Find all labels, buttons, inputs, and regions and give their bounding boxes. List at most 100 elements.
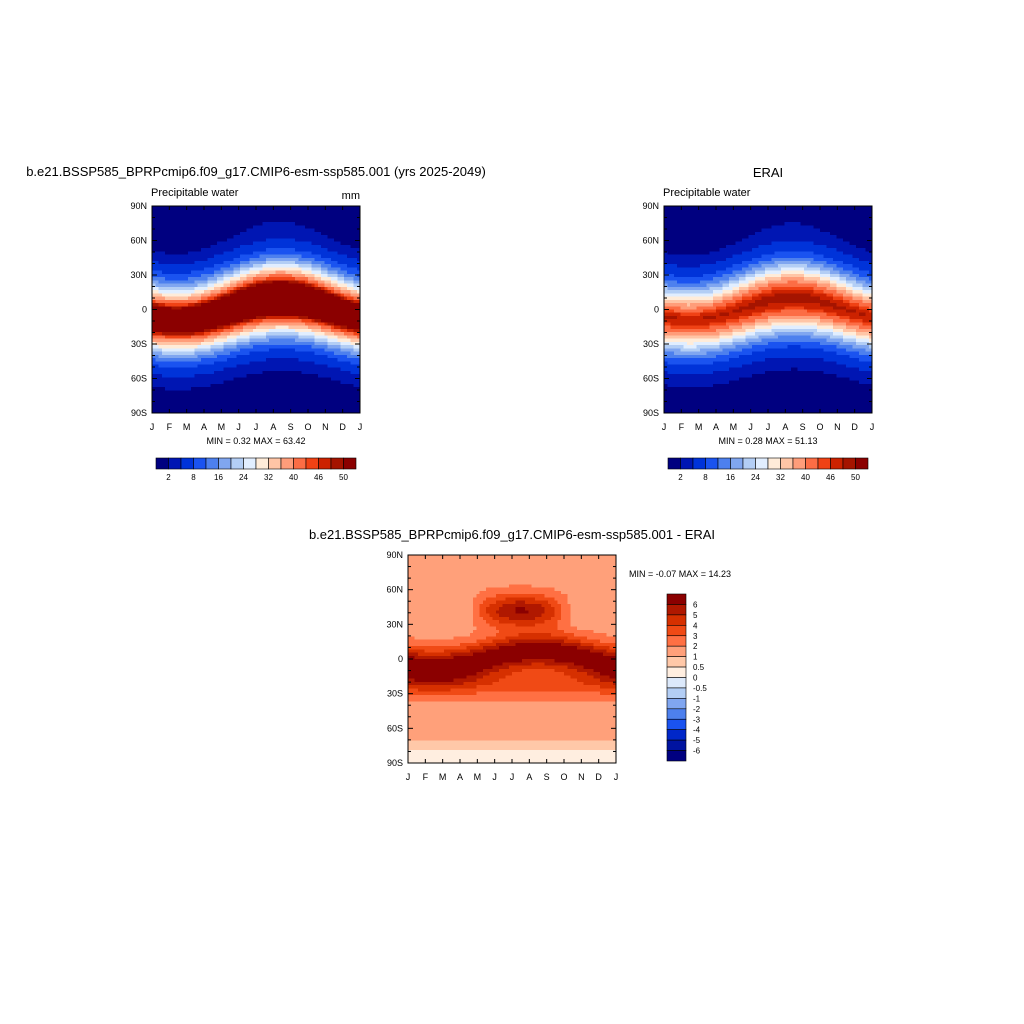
contour-cell bbox=[862, 215, 866, 220]
contour-cell bbox=[187, 264, 192, 268]
contour-cell bbox=[252, 209, 257, 213]
contour-cell bbox=[233, 322, 237, 327]
contour-cell bbox=[165, 377, 169, 382]
contour-cell bbox=[220, 374, 224, 378]
contour-cell bbox=[298, 364, 302, 369]
contour-cell bbox=[230, 328, 234, 333]
contour-cell bbox=[308, 319, 312, 323]
contour-cell bbox=[249, 383, 254, 388]
contour-cell bbox=[217, 319, 221, 323]
contour-cell bbox=[350, 354, 354, 359]
contour-cell bbox=[171, 251, 176, 255]
contour-cell bbox=[194, 218, 198, 223]
contour-fill bbox=[152, 206, 361, 414]
contour-cell bbox=[226, 319, 231, 323]
contour-cell bbox=[745, 209, 749, 213]
contour-cell bbox=[800, 212, 805, 217]
contour-cell bbox=[194, 338, 198, 343]
contour-cell bbox=[262, 406, 267, 411]
contour-cell bbox=[719, 209, 723, 213]
contour-cell bbox=[308, 380, 312, 385]
contour-cell bbox=[223, 367, 228, 372]
contour-cell bbox=[207, 393, 211, 398]
contour-cell bbox=[265, 390, 270, 394]
contour-cell bbox=[321, 299, 325, 304]
contour-cell bbox=[343, 218, 348, 223]
contour-cell bbox=[781, 238, 785, 242]
contour-cell bbox=[220, 273, 224, 278]
contour-cell bbox=[230, 260, 234, 265]
contour-cell bbox=[226, 351, 231, 356]
contour-cell bbox=[855, 228, 860, 233]
contour-cell bbox=[350, 396, 354, 401]
contour-cell bbox=[178, 406, 182, 411]
contour-cell bbox=[217, 409, 221, 414]
contour-cell bbox=[745, 215, 749, 220]
contour-cell bbox=[839, 222, 844, 226]
contour-cell bbox=[171, 299, 176, 304]
contour-cell bbox=[236, 299, 241, 304]
contour-cell bbox=[340, 303, 345, 307]
contour-cell bbox=[168, 345, 172, 349]
contour-cell bbox=[168, 377, 172, 382]
contour-cell bbox=[709, 238, 714, 242]
contour-cell bbox=[356, 358, 361, 362]
contour-cell bbox=[217, 296, 221, 301]
contour-cell bbox=[200, 290, 205, 294]
contour-cell bbox=[285, 390, 289, 394]
contour-cell bbox=[353, 267, 358, 272]
contour-cell bbox=[337, 241, 341, 246]
contour-cell bbox=[233, 312, 237, 317]
contour-cell bbox=[252, 409, 257, 414]
contour-cell bbox=[337, 335, 341, 340]
contour-cell bbox=[220, 251, 224, 255]
contour-cell bbox=[846, 215, 850, 220]
contour-cell bbox=[699, 235, 704, 239]
contour-cell bbox=[304, 380, 309, 385]
contour-cell bbox=[321, 254, 325, 259]
contour-cell bbox=[207, 286, 211, 291]
contour-cell bbox=[165, 290, 169, 294]
contour-cell bbox=[191, 335, 195, 340]
contour-cell bbox=[152, 286, 156, 291]
contour-cell bbox=[252, 354, 257, 359]
contour-cell bbox=[269, 348, 273, 352]
contour-cell bbox=[794, 241, 798, 246]
contour-cell bbox=[236, 241, 241, 246]
contour-cell bbox=[758, 231, 762, 236]
contour-cell bbox=[265, 286, 270, 291]
contour-cell bbox=[236, 296, 241, 301]
contour-cell bbox=[282, 248, 286, 252]
contour-cell bbox=[301, 374, 306, 378]
contour-cell bbox=[680, 209, 684, 213]
contour-cell bbox=[337, 215, 341, 220]
contour-cell bbox=[334, 286, 338, 291]
contour-cell bbox=[243, 325, 247, 330]
contour-cell bbox=[314, 277, 319, 281]
contour-cell bbox=[356, 351, 361, 356]
contour-cell bbox=[716, 222, 720, 226]
contour-cell bbox=[278, 293, 283, 297]
contour-cell bbox=[337, 270, 341, 275]
contour-cell bbox=[226, 206, 231, 210]
contour-cell bbox=[256, 325, 260, 330]
contour-cell bbox=[272, 222, 276, 226]
contour-cell bbox=[732, 238, 736, 242]
contour-cell bbox=[194, 251, 198, 255]
contour-cell bbox=[712, 222, 717, 226]
contour-cell bbox=[259, 299, 263, 304]
contour-cell bbox=[230, 341, 234, 346]
contour-cell bbox=[262, 218, 267, 223]
contour-cell bbox=[295, 348, 299, 352]
contour-cell bbox=[353, 273, 358, 278]
contour-cell bbox=[291, 387, 296, 391]
contour-cell bbox=[161, 354, 166, 359]
contour-cell bbox=[282, 374, 286, 378]
contour-cell bbox=[278, 325, 283, 330]
contour-cell bbox=[239, 315, 244, 320]
contour-cell bbox=[165, 338, 169, 343]
contour-cell bbox=[174, 335, 179, 340]
contour-cell bbox=[204, 280, 208, 285]
contour-cell bbox=[849, 218, 853, 223]
contour-cell bbox=[165, 325, 169, 330]
